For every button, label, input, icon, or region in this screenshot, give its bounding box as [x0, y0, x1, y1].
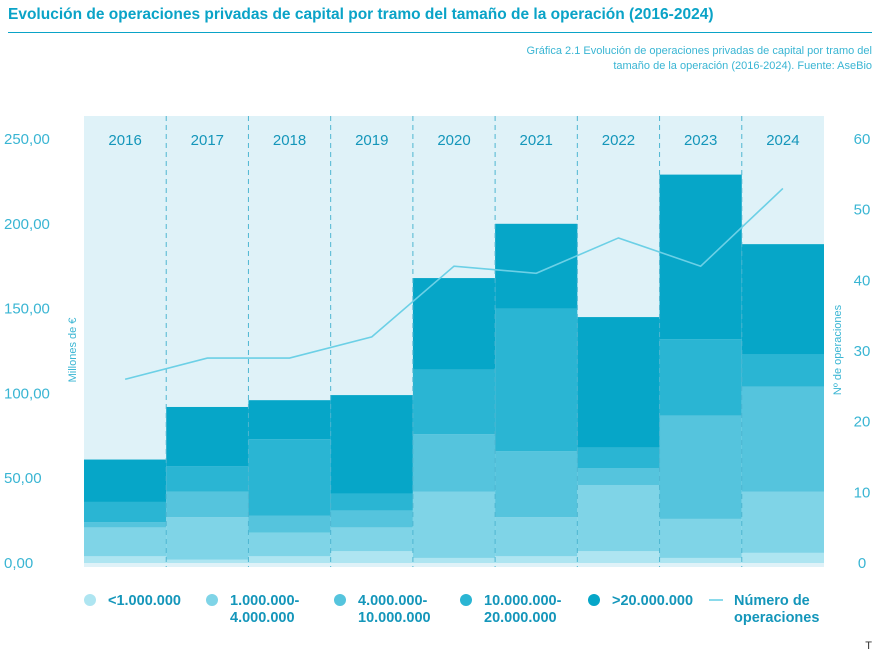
bar-segment-2016-2 [84, 527, 167, 557]
y-right-tick: 10 [854, 484, 871, 501]
y-right-tick: 20 [854, 414, 871, 431]
legend-label-3: 10.000.000 [358, 610, 431, 626]
y-left-tick: 100,00 [4, 385, 50, 402]
bar-segment-2023-1 [659, 557, 742, 563]
bar-segment-2021-5 [495, 223, 578, 309]
page-corner-mark: T [865, 640, 872, 652]
bar-segment-2024-4 [741, 354, 824, 387]
bar-segment-2018-4 [248, 439, 331, 516]
bar-segment-2018-5 [248, 400, 331, 440]
bar-segment-2017-5 [166, 406, 249, 467]
bar-segment-2017-2 [166, 517, 249, 560]
bar-segment-2019-2 [330, 527, 413, 552]
bar-segment-2021-1 [495, 556, 578, 563]
legend-label-3: 4.000.000- [358, 593, 428, 609]
legend-label-5: >20.000.000 [612, 593, 693, 609]
legend-label-4: 20.000.000 [484, 610, 557, 626]
year-label-2018: 2018 [273, 132, 306, 149]
chart-caption: Gráfica 2.1 Evolución de operaciones pri… [452, 44, 872, 74]
bar-segment-2023-2 [659, 518, 742, 558]
legend-label-2: 1.000.000- [230, 593, 300, 609]
legend-label-4: 10.000.000- [484, 593, 562, 609]
bar-segment-2020-5 [412, 278, 496, 370]
bar-segment-2021-3 [495, 451, 578, 518]
chart-title: Evolución de operaciones privadas de cap… [8, 6, 714, 23]
bar-segment-2022-3 [577, 468, 660, 485]
bar-segment-2022-2 [577, 484, 660, 552]
bar-segment-2024-5 [741, 244, 824, 355]
bar-segment-2016-4 [84, 501, 167, 523]
year-label-2023: 2023 [684, 132, 717, 149]
y-left-tick: 0,00 [4, 555, 33, 572]
bar-segment-2018-1 [248, 556, 331, 563]
bar-segment-2022-1 [577, 551, 660, 563]
year-label-2022: 2022 [602, 132, 635, 149]
legend-swatch-2 [206, 594, 218, 606]
year-label-2019: 2019 [355, 132, 388, 149]
bar-segment-2022-5 [577, 317, 660, 448]
bar-segment-2019-3 [330, 510, 413, 528]
bar-segment-2024-3 [741, 386, 824, 492]
bar-segment-2020-2 [412, 491, 496, 558]
bar-segment-2021-2 [495, 517, 578, 557]
y-left-tick: 250,00 [4, 131, 50, 148]
y-right-tick: 30 [854, 343, 871, 360]
y-right-tick: 60 [854, 131, 871, 148]
bar-segment-2023-4 [659, 339, 742, 416]
legend-label-2: 4.000.000 [230, 610, 295, 626]
bar-segment-2024-1 [741, 552, 824, 563]
legend-swatch-1 [84, 594, 96, 606]
y-left-tick: 150,00 [4, 301, 50, 318]
title-divider [8, 32, 872, 33]
bar-segment-2024-2 [741, 491, 824, 553]
bar-segment-2017-1 [166, 559, 249, 563]
y-right-tick: 50 [854, 202, 871, 219]
y-left-tick: 200,00 [4, 216, 50, 233]
bar-segment-2020-1 [412, 557, 496, 563]
legend-label-1: <1.000.000 [108, 593, 181, 609]
bar-segment-2016-1 [84, 556, 167, 563]
y-left-axis-title: Millones de € [67, 318, 79, 383]
bar-segment-2022-4 [577, 447, 660, 469]
bar-segment-2021-4 [495, 308, 578, 452]
bar-segment-2019-1 [330, 551, 413, 563]
year-label-2016: 2016 [108, 132, 141, 149]
bar-segment-2017-4 [166, 466, 249, 492]
bar-segment-2019-5 [330, 395, 413, 494]
year-label-2020: 2020 [437, 132, 470, 149]
year-label-2024: 2024 [766, 132, 799, 149]
bar-segment-2018-3 [248, 515, 331, 533]
caption-line-2: tamaño de la operación (2016-2024). Fuen… [613, 60, 872, 72]
legend-label-6: operaciones [734, 610, 819, 626]
year-label-2017: 2017 [191, 132, 224, 149]
legend-label-6: Número de [734, 593, 810, 609]
y-right-tick: 40 [854, 272, 871, 289]
bar-segment-2019-4 [330, 493, 413, 511]
caption-line-1: Gráfica 2.1 Evolución de operaciones pri… [526, 45, 872, 57]
bar-segment-2020-3 [412, 434, 496, 492]
legend-swatch-4 [460, 594, 472, 606]
legend-swatch-5 [588, 594, 600, 606]
year-label-2021: 2021 [520, 132, 553, 149]
bar-segment-2020-4 [412, 369, 496, 435]
y-right-tick: 0 [858, 555, 866, 572]
bar-segment-2017-3 [166, 491, 249, 518]
bar-segment-2016-3 [84, 522, 167, 528]
y-left-tick: 50,00 [4, 470, 42, 487]
bar-segment-2016-5 [84, 459, 167, 502]
legend-swatch-3 [334, 594, 346, 606]
bar-segment-2018-2 [248, 532, 331, 557]
bar-segment-2023-3 [659, 415, 742, 519]
y-right-axis-title: Nº de operaciones [832, 304, 844, 395]
